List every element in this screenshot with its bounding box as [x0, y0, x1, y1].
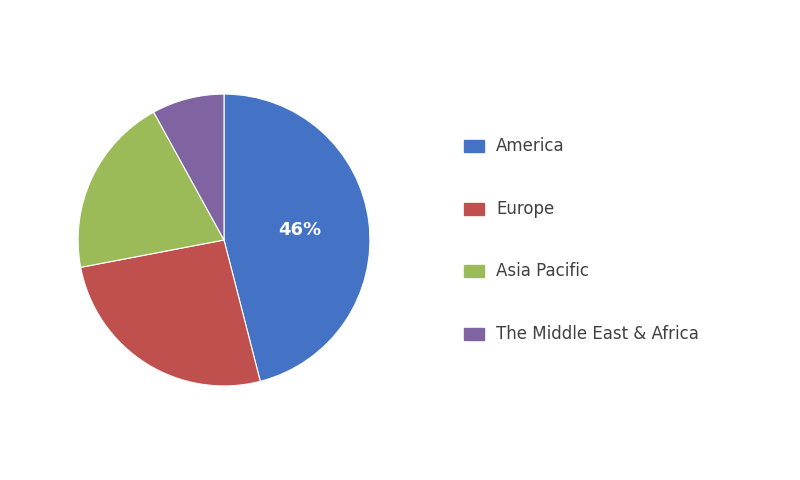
Text: The Middle East & Africa: The Middle East & Africa — [496, 324, 699, 343]
Wedge shape — [224, 94, 370, 381]
Wedge shape — [78, 112, 224, 267]
Bar — [464, 328, 484, 340]
Bar — [464, 203, 484, 215]
Text: Europe: Europe — [496, 200, 554, 218]
Bar — [464, 140, 484, 153]
Wedge shape — [81, 240, 260, 386]
Wedge shape — [154, 94, 224, 240]
Text: 46%: 46% — [278, 221, 321, 240]
Text: Asia Pacific: Asia Pacific — [496, 262, 589, 280]
Text: America: America — [496, 137, 565, 156]
Bar — [464, 265, 484, 277]
